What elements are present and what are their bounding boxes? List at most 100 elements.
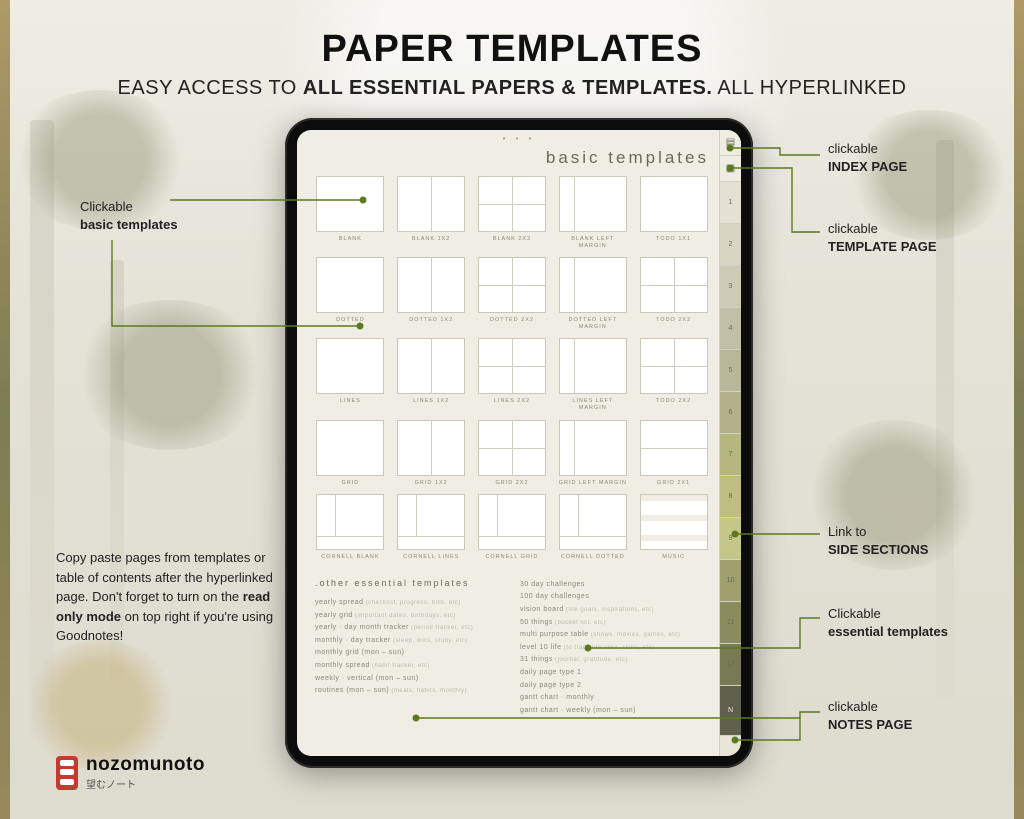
template-preview bbox=[478, 257, 546, 313]
other-template-link[interactable]: 50 things (bucket list, etc) bbox=[520, 617, 709, 630]
callout-notes: clickable NOTES PAGE bbox=[828, 698, 912, 733]
other-item-title: 100 day challenges bbox=[520, 593, 589, 600]
template-preview bbox=[397, 257, 465, 313]
template-label: MUSIC bbox=[662, 554, 685, 561]
other-item-title: monthly grid (mon – sun) bbox=[315, 649, 404, 656]
template-thumb[interactable]: LINES bbox=[315, 338, 386, 411]
other-template-link[interactable]: monthly · day tracker (sleep, wins, stud… bbox=[315, 635, 504, 648]
template-label: GRID 1X2 bbox=[415, 480, 448, 487]
template-thumb[interactable]: CORNELL BLANK bbox=[315, 494, 386, 561]
template-thumb[interactable]: DOTTED bbox=[315, 257, 386, 330]
template-thumb[interactable]: MUSIC bbox=[638, 494, 709, 561]
template-label: DOTTED 1X2 bbox=[409, 317, 453, 324]
other-item-sub: (sleep, wins, study, etc) bbox=[391, 638, 468, 644]
bg-edge-right bbox=[1014, 0, 1024, 819]
other-item-title: routines (mon – sun) bbox=[315, 687, 389, 694]
template-thumb[interactable]: GRID LEFT MARGIN bbox=[557, 420, 628, 487]
bg-foliage bbox=[70, 300, 270, 450]
other-template-link[interactable]: 30 day challenges bbox=[520, 579, 709, 592]
side-tab[interactable]: 1 bbox=[720, 182, 741, 224]
side-tab[interactable]: 10 bbox=[720, 560, 741, 602]
other-item-title: daily page type 2 bbox=[520, 682, 581, 689]
other-item-sub: (checklist, progress, bills, etc) bbox=[364, 600, 461, 606]
callout-essential-bold: essential templates bbox=[828, 624, 948, 639]
other-template-link[interactable]: weekly · vertical (mon – sun) bbox=[315, 673, 504, 686]
other-template-link[interactable]: 31 things (journal, gratitude, etc) bbox=[520, 654, 709, 667]
other-template-link[interactable]: 100 day challenges bbox=[520, 591, 709, 604]
template-thumb[interactable]: TODO 1X1 bbox=[638, 176, 709, 249]
callout-side-bold: SIDE SECTIONS bbox=[828, 542, 928, 557]
template-thumb[interactable]: BLANK bbox=[315, 176, 386, 249]
templates-heading: basic templates bbox=[315, 148, 709, 168]
template-thumb[interactable]: CORNELL DOTTED bbox=[557, 494, 628, 561]
template-thumb[interactable]: LINES 2X2 bbox=[477, 338, 548, 411]
sub-bold: ALL ESSENTIAL PAPERS & TEMPLATES. bbox=[303, 77, 713, 99]
template-thumb[interactable]: DOTTED LEFT MARGIN bbox=[557, 257, 628, 330]
other-template-link[interactable]: monthly grid (mon – sun) bbox=[315, 647, 504, 660]
template-preview bbox=[640, 420, 708, 476]
other-template-link[interactable]: monthly spread (habit tracker, etc) bbox=[315, 660, 504, 673]
brand-name: nozomunoto bbox=[86, 754, 205, 776]
side-tab[interactable]: 4 bbox=[720, 308, 741, 350]
template-thumb[interactable]: TODO 2X2 bbox=[638, 257, 709, 330]
side-tab[interactable]: 9 bbox=[720, 518, 741, 560]
side-tab[interactable]: 11 bbox=[720, 602, 741, 644]
template-thumb[interactable]: LINES 1X2 bbox=[396, 338, 467, 411]
other-template-link[interactable]: routines (mon – sun) (meals, habits, mon… bbox=[315, 685, 504, 698]
other-template-link[interactable]: level 10 life (to track life area, skill… bbox=[520, 642, 709, 655]
side-tab[interactable]: 6 bbox=[720, 392, 741, 434]
callout-index: clickable INDEX PAGE bbox=[828, 140, 907, 175]
info-paragraph: Copy paste pages from templates or table… bbox=[56, 548, 276, 646]
other-template-link[interactable]: multi purpose table (shows, movies, game… bbox=[520, 629, 709, 642]
other-item-sub: (bucket list, etc) bbox=[553, 620, 606, 626]
other-template-link[interactable]: yearly grid (important dates, birthdays,… bbox=[315, 610, 504, 623]
side-tab[interactable]: 7 bbox=[720, 434, 741, 476]
page-subtitle: EASY ACCESS TO ALL ESSENTIAL PAPERS & TE… bbox=[0, 77, 1024, 100]
template-preview bbox=[478, 420, 546, 476]
template-thumb[interactable]: GRID 1X2 bbox=[396, 420, 467, 487]
other-item-title: daily page type 1 bbox=[520, 669, 581, 676]
template-label: GRID 2x1 bbox=[657, 480, 690, 487]
tab-template-icon[interactable]: ▦ bbox=[720, 156, 741, 182]
other-templates: .other essential templates yearly spread… bbox=[315, 575, 709, 718]
template-thumb[interactable]: GRID bbox=[315, 420, 386, 487]
other-item-title: 30 day challenges bbox=[520, 581, 585, 588]
other-template-link[interactable]: daily page type 1 bbox=[520, 667, 709, 680]
tablet-screen: • • • basic templates BLANKBLANK 1X2BLAN… bbox=[297, 130, 741, 756]
side-tab[interactable]: 2 bbox=[720, 224, 741, 266]
template-thumb[interactable]: BLANK 2X2 bbox=[477, 176, 548, 249]
template-thumb[interactable]: BLANK LEFT MARGIN bbox=[557, 176, 628, 249]
template-preview bbox=[316, 338, 384, 394]
other-item-sub: (habit tracker, etc) bbox=[370, 663, 430, 669]
heading: PAPER TEMPLATES EASY ACCESS TO ALL ESSEN… bbox=[0, 28, 1024, 100]
template-preview bbox=[478, 494, 546, 550]
other-template-link[interactable]: vision board (life goals, inspirations, … bbox=[520, 604, 709, 617]
side-tab[interactable]: 3 bbox=[720, 266, 741, 308]
other-template-link[interactable]: yearly spread (checklist, progress, bill… bbox=[315, 597, 504, 610]
side-tab[interactable]: 5 bbox=[720, 350, 741, 392]
para-pre: Copy paste pages from templates or table… bbox=[56, 550, 273, 604]
tab-notes[interactable]: N bbox=[720, 686, 741, 736]
side-tab[interactable]: 12 bbox=[720, 644, 741, 686]
side-tab[interactable]: 8 bbox=[720, 476, 741, 518]
other-template-link[interactable]: gantt chart · monthly bbox=[520, 692, 709, 705]
template-label: DOTTED LEFT MARGIN bbox=[557, 317, 628, 330]
template-thumb[interactable]: BLANK 1X2 bbox=[396, 176, 467, 249]
other-item-title: gantt chart · weekly (mon – sun) bbox=[520, 707, 636, 714]
callout-basic-lead: Clickable bbox=[80, 198, 178, 216]
template-thumb[interactable]: GRID 2x1 bbox=[638, 420, 709, 487]
template-thumb[interactable]: DOTTED 2X2 bbox=[477, 257, 548, 330]
template-thumb[interactable]: TODO 2X2 bbox=[638, 338, 709, 411]
brand-sub: 望むノート bbox=[86, 776, 205, 791]
callout-essential: Clickable essential templates bbox=[828, 605, 948, 640]
template-thumb[interactable]: CORNELL GRID bbox=[477, 494, 548, 561]
template-thumb[interactable]: CORNELL LINES bbox=[396, 494, 467, 561]
other-template-link[interactable]: yearly · day month tracker (period track… bbox=[315, 622, 504, 635]
template-thumb[interactable]: DOTTED 1X2 bbox=[396, 257, 467, 330]
template-thumb[interactable]: GRID 2X2 bbox=[477, 420, 548, 487]
callout-side: Link to SIDE SECTIONS bbox=[828, 523, 928, 558]
other-template-link[interactable]: daily page type 2 bbox=[520, 680, 709, 693]
callout-essential-lead: Clickable bbox=[828, 605, 948, 623]
template-thumb[interactable]: LINES LEFT MARGIN bbox=[557, 338, 628, 411]
other-template-link[interactable]: gantt chart · weekly (mon – sun) bbox=[520, 705, 709, 718]
